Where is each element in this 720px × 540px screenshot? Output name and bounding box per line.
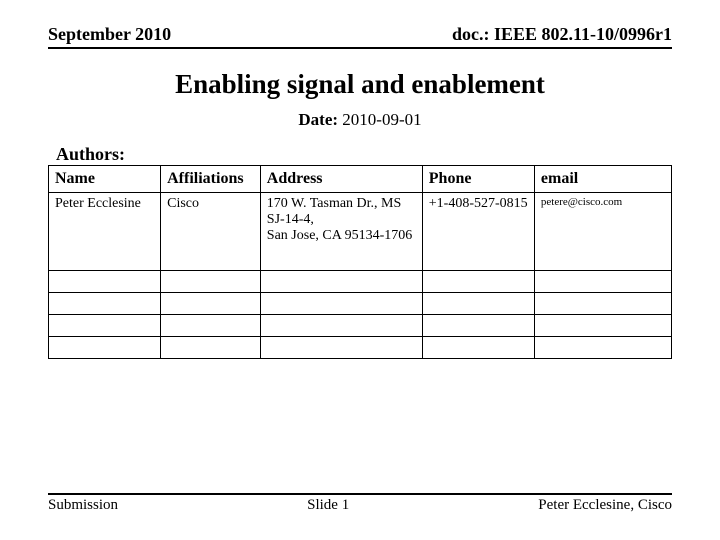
table-header-row: Name Affiliations Address Phone email xyxy=(49,166,672,193)
table-row xyxy=(49,337,672,359)
cell-affiliations: Cisco xyxy=(161,193,261,271)
header-bar: September 2010 doc.: IEEE 802.11-10/0996… xyxy=(48,24,672,49)
table-row xyxy=(49,271,672,293)
cell-address: 170 W. Tasman Dr., MS SJ-14-4, San Jose,… xyxy=(260,193,422,271)
authors-heading: Authors: xyxy=(56,144,672,165)
header-date: September 2010 xyxy=(48,24,171,45)
cell-email: petere@cisco.com xyxy=(534,193,671,271)
table-row: Peter Ecclesine Cisco 170 W. Tasman Dr.,… xyxy=(49,193,672,271)
cell-phone: +1-408-527-0815 xyxy=(422,193,534,271)
footer-bar: Submission Slide 1 Peter Ecclesine, Cisc… xyxy=(48,493,672,514)
footer-left: Submission xyxy=(48,497,118,514)
footer-center: Slide 1 xyxy=(307,497,349,514)
table-body: Peter Ecclesine Cisco 170 W. Tasman Dr.,… xyxy=(49,193,672,359)
footer-right: Peter Ecclesine, Cisco xyxy=(538,497,672,514)
col-header-name: Name xyxy=(49,166,161,193)
table-row xyxy=(49,315,672,337)
col-header-phone: Phone xyxy=(422,166,534,193)
page-title: Enabling signal and enablement xyxy=(48,69,672,100)
cell-name: Peter Ecclesine xyxy=(49,193,161,271)
col-header-affiliations: Affiliations xyxy=(161,166,261,193)
table-row xyxy=(49,293,672,315)
date-value: 2010-09-01 xyxy=(342,110,421,129)
date-label: Date: xyxy=(298,110,338,129)
col-header-email: email xyxy=(534,166,671,193)
col-header-address: Address xyxy=(260,166,422,193)
header-doc-id: doc.: IEEE 802.11-10/0996r1 xyxy=(452,24,672,45)
authors-table: Name Affiliations Address Phone email Pe… xyxy=(48,165,672,359)
date-line: Date: 2010-09-01 xyxy=(48,110,672,130)
